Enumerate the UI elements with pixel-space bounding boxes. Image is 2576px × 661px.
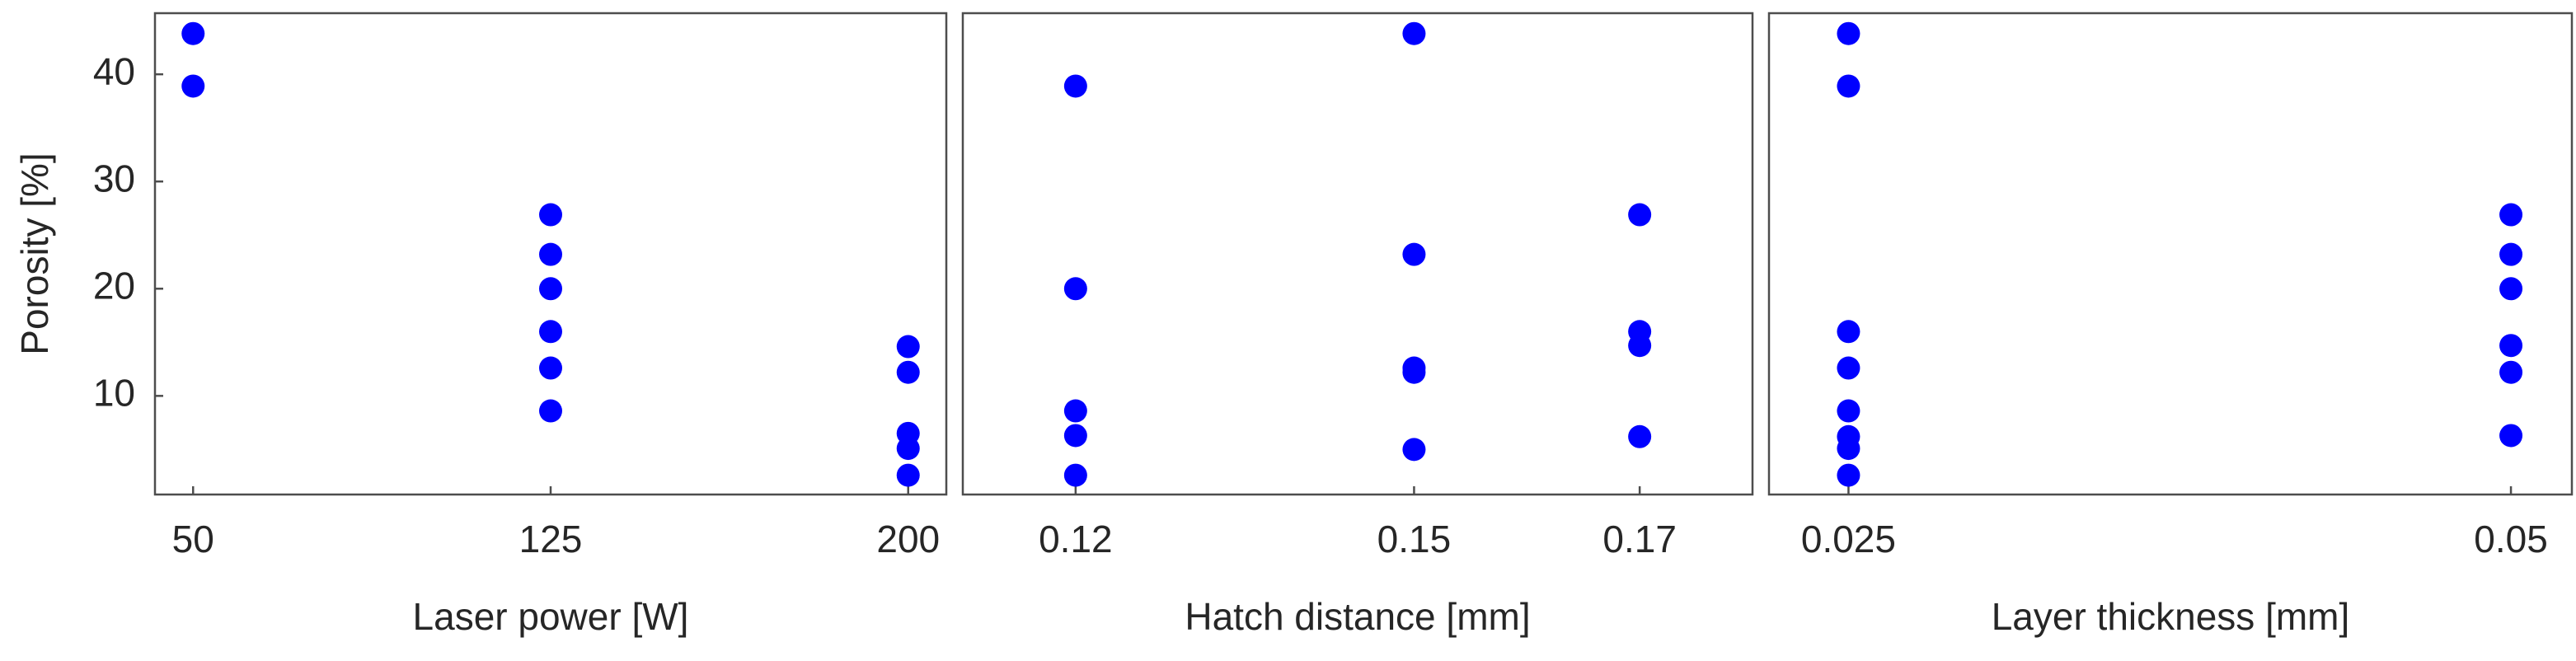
data-point bbox=[1628, 203, 1652, 227]
data-point bbox=[1402, 360, 1426, 384]
axes-box bbox=[961, 12, 1754, 496]
y-tick-label: 40 bbox=[93, 49, 135, 92]
data-point bbox=[1063, 399, 1087, 423]
data-point bbox=[2499, 203, 2523, 227]
data-point bbox=[896, 335, 920, 359]
data-point bbox=[896, 360, 920, 384]
data-point bbox=[539, 399, 562, 423]
x-axis-label: Layer thickness [mm] bbox=[1992, 595, 2350, 638]
data-point bbox=[539, 242, 562, 266]
data-point bbox=[1063, 74, 1087, 98]
data-point bbox=[1837, 21, 1860, 45]
x-tick-label: 0.15 bbox=[1377, 518, 1452, 560]
y-axis-label: Porosity [%] bbox=[13, 152, 56, 354]
data-point bbox=[1628, 334, 1652, 358]
x-tick-label: 0.17 bbox=[1602, 518, 1677, 560]
data-point bbox=[896, 437, 920, 461]
x-tick-label: 0.025 bbox=[1801, 518, 1896, 560]
y-tick-label: 30 bbox=[93, 157, 135, 199]
data-point bbox=[1837, 463, 1860, 487]
data-point bbox=[1837, 74, 1860, 98]
data-point bbox=[1837, 437, 1860, 461]
x-axis-label: Hatch distance [mm] bbox=[1185, 595, 1530, 638]
x-tick-label: 200 bbox=[876, 518, 940, 560]
data-point bbox=[2499, 242, 2523, 266]
data-point bbox=[539, 356, 562, 380]
axes-box bbox=[1767, 12, 2574, 496]
data-point bbox=[1402, 438, 1426, 462]
data-point bbox=[539, 277, 562, 301]
data-point bbox=[1837, 356, 1860, 380]
data-point bbox=[1402, 21, 1426, 45]
y-tick-label: 10 bbox=[93, 371, 135, 414]
data-point bbox=[181, 74, 205, 98]
data-point bbox=[1837, 399, 1860, 423]
x-tick-label: 0.12 bbox=[1039, 518, 1113, 560]
data-point bbox=[2499, 277, 2523, 301]
data-point bbox=[1063, 424, 1087, 448]
data-point bbox=[1063, 463, 1087, 487]
data-point bbox=[1837, 320, 1860, 344]
data-point bbox=[1063, 277, 1087, 301]
data-point bbox=[539, 320, 562, 344]
data-point bbox=[539, 203, 562, 227]
x-axis-label: Laser power [W] bbox=[413, 595, 689, 638]
x-tick-label: 0.05 bbox=[2474, 518, 2548, 560]
data-point bbox=[1628, 424, 1652, 448]
data-point bbox=[181, 21, 205, 45]
data-point bbox=[2499, 334, 2523, 358]
x-tick-label: 50 bbox=[172, 518, 214, 560]
data-point bbox=[1402, 242, 1426, 266]
data-point bbox=[2499, 360, 2523, 384]
data-point bbox=[2499, 424, 2523, 448]
x-tick-label: 125 bbox=[519, 518, 583, 560]
data-point bbox=[896, 463, 920, 487]
y-tick-label: 20 bbox=[93, 264, 135, 307]
